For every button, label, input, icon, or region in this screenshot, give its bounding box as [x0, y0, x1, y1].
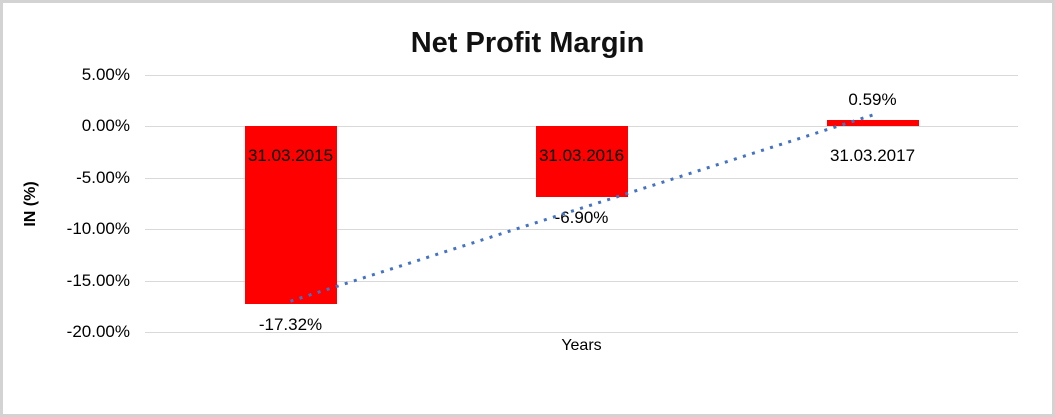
y-tick-label: -5.00% — [76, 168, 130, 187]
y-tick-label: -10.00% — [66, 219, 130, 238]
value-label: -17.32% — [258, 315, 323, 334]
y-axis-title: IN (%) — [22, 181, 39, 227]
bar[interactable] — [827, 120, 919, 126]
category-label: 31.03.2015 — [247, 146, 334, 165]
x-axis-title: Years — [561, 337, 602, 354]
y-tick-label: 5.00% — [81, 65, 130, 84]
chart-title: Net Profit Margin — [410, 27, 645, 59]
value-label: -6.90% — [554, 208, 609, 227]
y-tick-label: 0.00% — [81, 116, 130, 135]
gridline — [145, 332, 1018, 333]
y-tick-label: -20.00% — [66, 322, 130, 341]
category-label: 31.03.2017 — [829, 146, 916, 165]
y-tick-label: -15.00% — [66, 271, 130, 290]
value-label: 0.59% — [848, 90, 897, 109]
category-label: 31.03.2016 — [538, 146, 625, 165]
gridline — [145, 75, 1018, 76]
